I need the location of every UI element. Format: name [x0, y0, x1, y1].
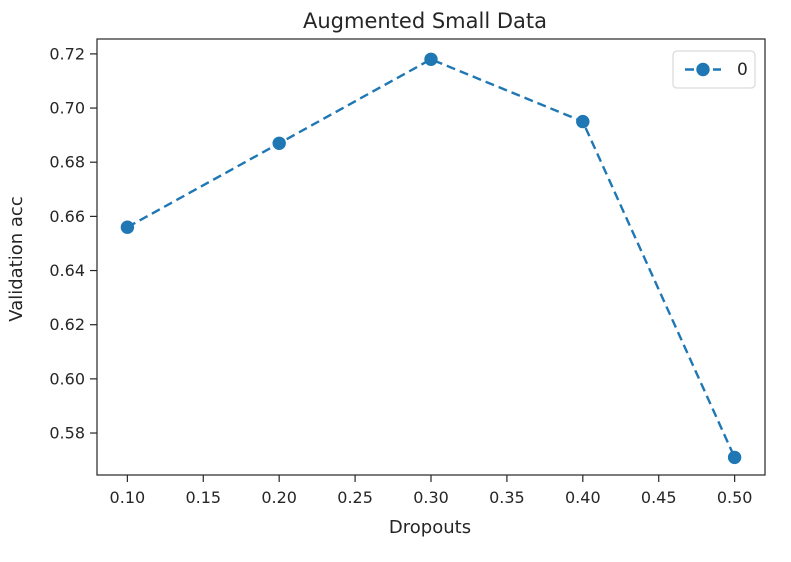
x-tick-label: 0.25 — [337, 488, 373, 507]
legend: 0 — [672, 50, 756, 89]
x-tick-label: 0.35 — [489, 488, 525, 507]
chart-title: Augmented Small Data — [303, 9, 547, 33]
y-tick-label: 0.70 — [49, 99, 85, 118]
y-tick-label: 0.58 — [49, 424, 85, 443]
x-tick-label: 0.40 — [565, 488, 601, 507]
legend-label: 0 — [737, 60, 748, 80]
series-0-point-2 — [424, 52, 438, 67]
series-0-point-3 — [576, 114, 590, 129]
y-axis-label: Validation acc — [6, 196, 27, 321]
y-tick-label: 0.66 — [49, 207, 85, 226]
y-tick-label: 0.64 — [49, 261, 85, 280]
series-0-point-0 — [120, 220, 135, 234]
plot-frame — [96, 38, 766, 476]
y-tick-label: 0.72 — [49, 44, 85, 63]
legend-marker-sample — [696, 62, 710, 77]
series-0-line — [126, 58, 736, 458]
x-tick-label: 0.50 — [717, 488, 753, 507]
plot-area: 0.10 0.15 0.20 0.25 0.30 0.35 0.40 0.45 0.50 0.58… — [49, 38, 766, 507]
x-tick-label: 0.30 — [413, 488, 449, 507]
x-tick-label: 0.15 — [185, 488, 221, 507]
plot-background — [97, 39, 765, 475]
series-0-point-4 — [727, 450, 742, 465]
x-tick-label: 0.20 — [261, 488, 297, 507]
y-tick-label: 0.68 — [49, 153, 85, 172]
y-tick-label: 0.60 — [49, 369, 85, 388]
series-0-point-1 — [272, 136, 286, 151]
x-tick-label: 0.45 — [641, 488, 677, 507]
y-tick-label: 0.62 — [49, 315, 85, 334]
x-axis-label: Dropouts — [389, 517, 471, 538]
x-tick-label: 0.10 — [110, 488, 146, 507]
